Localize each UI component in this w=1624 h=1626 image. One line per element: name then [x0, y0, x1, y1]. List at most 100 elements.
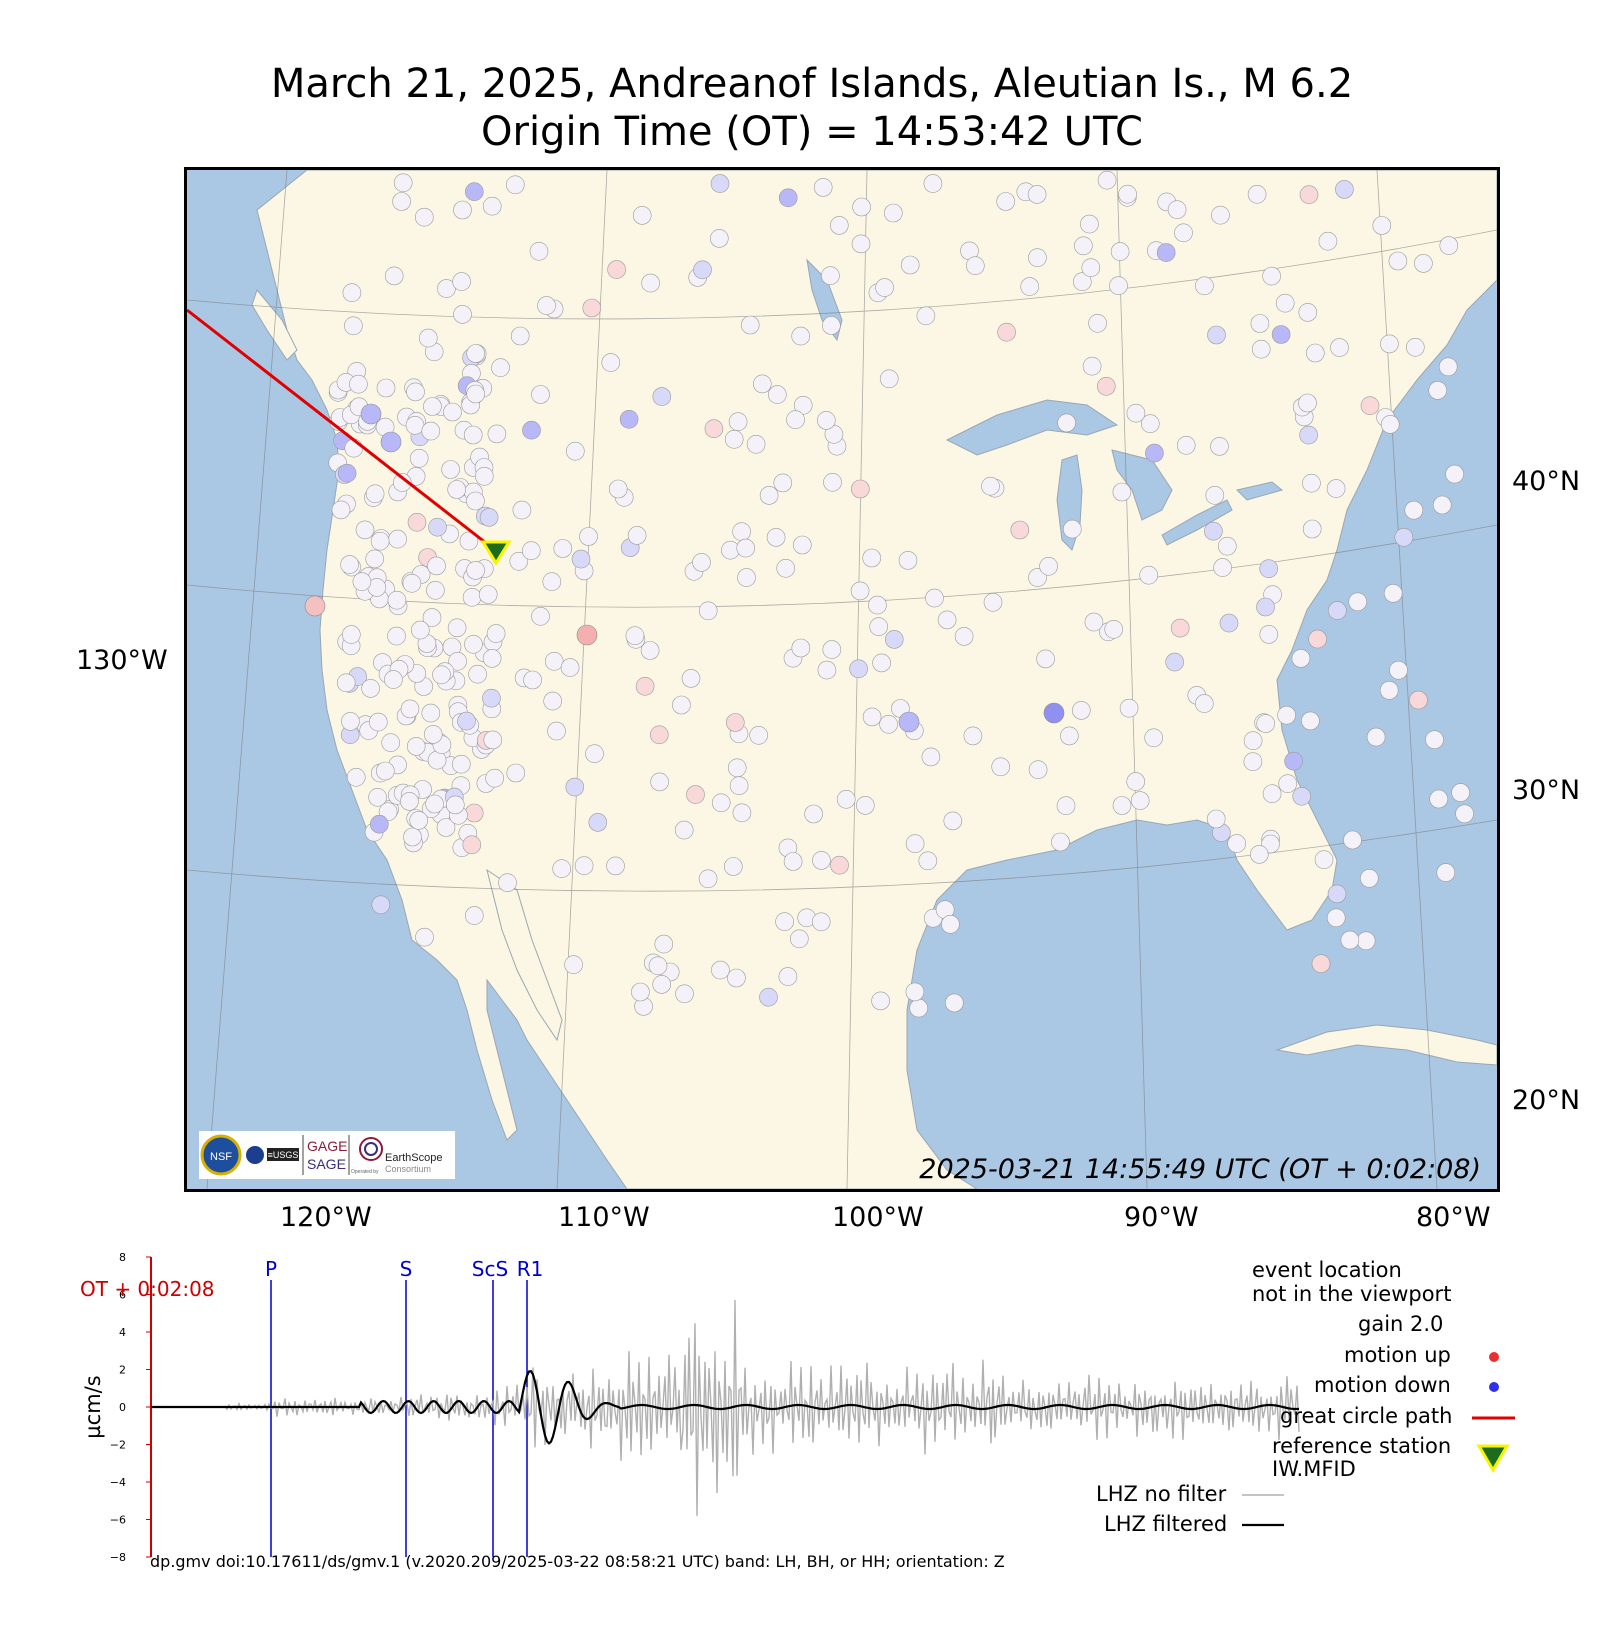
- station-dot[interactable]: [384, 266, 404, 286]
- station-dot[interactable]: [1311, 954, 1331, 974]
- station-dot[interactable]: [485, 768, 505, 788]
- station-dot[interactable]: [916, 306, 936, 326]
- station-dot[interactable]: [411, 620, 430, 640]
- station-dot[interactable]: [1243, 752, 1263, 772]
- station-dot[interactable]: [1104, 619, 1124, 639]
- station-dot[interactable]: [649, 725, 669, 745]
- station-dot[interactable]: [1110, 242, 1130, 261]
- station-dot[interactable]: [1206, 809, 1226, 829]
- station-dot[interactable]: [531, 606, 550, 626]
- station-dot[interactable]: [654, 934, 674, 954]
- station-dot[interactable]: [1140, 414, 1160, 433]
- station-dot[interactable]: [822, 640, 842, 659]
- station-dot[interactable]: [427, 556, 446, 576]
- station-dot[interactable]: [1074, 236, 1093, 256]
- station-dot[interactable]: [1211, 205, 1230, 225]
- station-dot[interactable]: [1451, 783, 1470, 802]
- station-dot[interactable]: [1360, 868, 1379, 888]
- station-dot[interactable]: [422, 608, 442, 627]
- station-dot[interactable]: [1060, 726, 1079, 746]
- station-dot[interactable]: [821, 266, 840, 285]
- station-dot[interactable]: [997, 322, 1016, 342]
- station-dot[interactable]: [1243, 731, 1263, 751]
- station-dot[interactable]: [1112, 482, 1132, 502]
- station-dot[interactable]: [1406, 338, 1425, 357]
- station-dot[interactable]: [468, 664, 487, 684]
- station-dot[interactable]: [421, 421, 441, 441]
- station-dot[interactable]: [409, 448, 429, 468]
- station-dot[interactable]: [1247, 184, 1267, 204]
- station-dot[interactable]: [381, 733, 400, 753]
- station-dot[interactable]: [464, 634, 483, 654]
- station-dot[interactable]: [1414, 254, 1433, 273]
- station-dot[interactable]: [304, 595, 326, 617]
- station-dot[interactable]: [407, 512, 427, 532]
- station-dot[interactable]: [1119, 698, 1139, 718]
- station-dot[interactable]: [692, 553, 711, 572]
- station-dot[interactable]: [954, 627, 974, 646]
- station-dot[interactable]: [361, 679, 380, 698]
- station-dot[interactable]: [693, 260, 712, 280]
- station-dot[interactable]: [427, 750, 447, 770]
- station-dot[interactable]: [607, 260, 626, 279]
- station-dot[interactable]: [531, 385, 550, 404]
- station-dot[interactable]: [996, 192, 1016, 211]
- station-dot[interactable]: [426, 580, 445, 600]
- station-dot[interactable]: [1109, 276, 1128, 295]
- station-dot[interactable]: [368, 787, 387, 807]
- station-dot[interactable]: [415, 207, 434, 227]
- station-dot[interactable]: [384, 670, 403, 689]
- station-dot[interactable]: [443, 402, 462, 422]
- station-dot[interactable]: [909, 998, 929, 1018]
- station-dot[interactable]: [1299, 185, 1319, 205]
- station-dot[interactable]: [698, 601, 718, 621]
- station-dot[interactable]: [579, 527, 598, 546]
- station-dot[interactable]: [1278, 774, 1297, 794]
- station-dot[interactable]: [421, 703, 441, 723]
- station-dot[interactable]: [778, 188, 798, 208]
- station-dot[interactable]: [875, 278, 894, 297]
- station-dot[interactable]: [1072, 272, 1092, 291]
- station-dot[interactable]: [483, 730, 503, 750]
- station-dot[interactable]: [462, 835, 482, 855]
- station-dot[interactable]: [1167, 200, 1187, 220]
- station-dot[interactable]: [466, 384, 486, 404]
- station-dot[interactable]: [1389, 660, 1408, 680]
- station-dot[interactable]: [752, 374, 772, 394]
- station-dot[interactable]: [447, 618, 467, 638]
- station-dot[interactable]: [393, 173, 413, 193]
- station-dot[interactable]: [522, 420, 541, 440]
- station-dot[interactable]: [544, 651, 564, 671]
- station-dot[interactable]: [766, 528, 786, 547]
- station-dot[interactable]: [991, 757, 1011, 777]
- station-dot[interactable]: [376, 761, 395, 781]
- station-dot[interactable]: [1432, 495, 1452, 515]
- station-dot[interactable]: [767, 385, 787, 404]
- station-dot[interactable]: [1088, 314, 1107, 333]
- station-dot[interactable]: [1326, 908, 1346, 928]
- station-dot[interactable]: [393, 473, 412, 492]
- station-dot[interactable]: [632, 206, 652, 225]
- station-dot[interactable]: [565, 441, 585, 461]
- station-dot[interactable]: [923, 174, 943, 193]
- station-dot[interactable]: [1010, 520, 1030, 540]
- station-dot[interactable]: [1428, 381, 1447, 400]
- station-dot[interactable]: [619, 410, 639, 429]
- station-dot[interactable]: [1174, 223, 1193, 243]
- station-dot[interactable]: [872, 653, 891, 673]
- station-dot[interactable]: [342, 625, 361, 644]
- station-dot[interactable]: [851, 234, 871, 254]
- station-dot[interactable]: [650, 772, 669, 792]
- station-dot[interactable]: [402, 573, 422, 593]
- station-dot[interactable]: [376, 378, 396, 398]
- station-dot[interactable]: [1218, 536, 1237, 556]
- station-dot[interactable]: [451, 754, 471, 774]
- station-dot[interactable]: [652, 975, 672, 994]
- station-dot[interactable]: [1194, 694, 1214, 713]
- station-dot[interactable]: [724, 429, 744, 449]
- station-dot[interactable]: [698, 869, 718, 889]
- station-dot[interactable]: [342, 283, 362, 302]
- station-dot[interactable]: [400, 699, 420, 719]
- station-dot[interactable]: [727, 968, 746, 988]
- station-dot[interactable]: [1036, 649, 1055, 669]
